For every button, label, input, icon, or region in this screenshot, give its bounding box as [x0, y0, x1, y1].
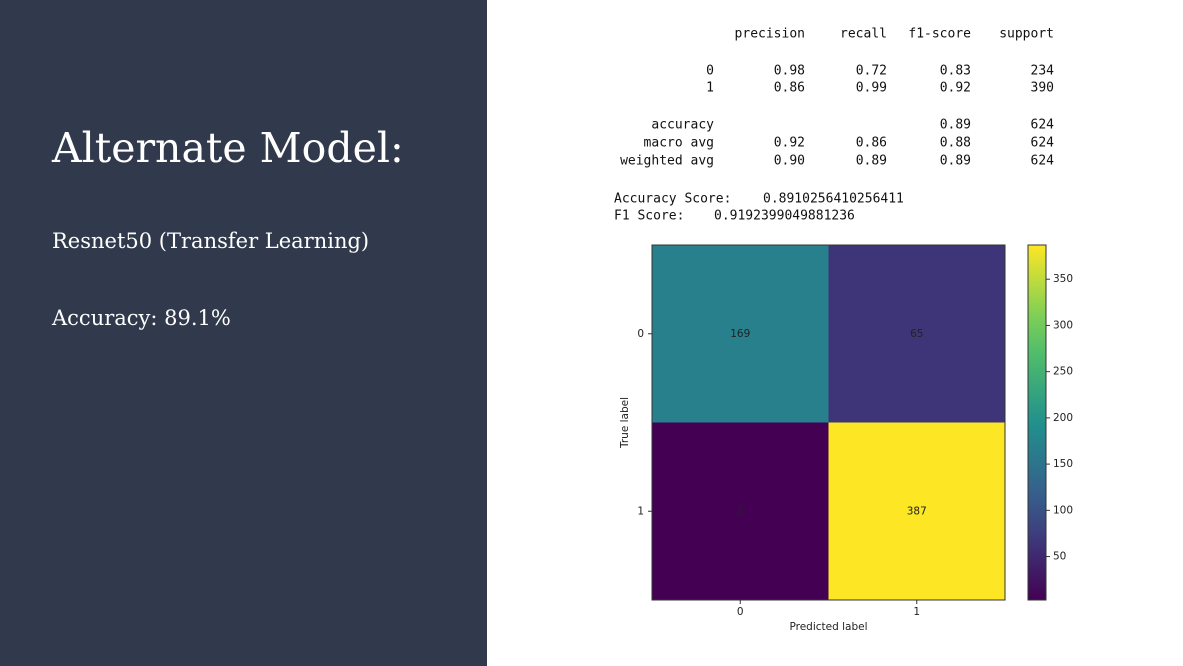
report-cell: 0.83: [940, 64, 971, 79]
report-row-label: macro avg: [644, 136, 714, 151]
report-cell: 0.72: [856, 64, 887, 79]
colorbar-tick-label: 200: [1053, 412, 1073, 424]
score-label: F1 Score:: [614, 209, 684, 224]
report-cell: 0.90: [774, 154, 805, 169]
cell-label: 169: [730, 328, 750, 340]
heatmap-cell: [828, 422, 1005, 600]
y-tick-label: 0: [637, 328, 644, 340]
report-cell: 0.89: [940, 118, 971, 133]
report-cell: 0.92: [940, 81, 971, 96]
colorbar-tick-label: 300: [1053, 319, 1073, 331]
y-tick-label: 1: [637, 505, 644, 517]
x-axis-label: Predicted label: [789, 621, 867, 633]
cell-label: 65: [910, 328, 923, 340]
report-header: f1-score: [908, 27, 971, 42]
results-figure: precision recall f1-score support 0 0.98 0.72 0…: [614, 27, 1073, 634]
report-header: recall: [840, 27, 887, 42]
colorbar-tick-label: 150: [1053, 458, 1073, 470]
cell-label: 387: [907, 505, 927, 517]
report-header: support: [999, 27, 1054, 42]
report-cell: 0.86: [774, 81, 805, 96]
report-row-label: accuracy: [651, 118, 714, 133]
score-label: Accuracy Score:: [614, 192, 731, 207]
colorbar-tick-label: 100: [1053, 504, 1073, 516]
report-cell: 624: [1031, 118, 1055, 133]
report-cell: 234: [1031, 64, 1055, 79]
heatmap-cell: [652, 422, 829, 600]
heatmap-cell: [828, 245, 1005, 423]
left-panel: Alternate Model: Resnet50 (Transfer Lear…: [0, 0, 487, 666]
report-cell: 624: [1031, 136, 1055, 151]
report-cell: 390: [1031, 81, 1054, 96]
report-cell: 0.88: [940, 136, 971, 151]
score-value: 0.9192399049881236: [714, 209, 855, 224]
cell-label: 3: [737, 505, 744, 517]
score-value: 0.8910256410256411: [763, 192, 904, 207]
report-cell: 624: [1031, 154, 1055, 169]
plot-frame: [651, 244, 1006, 601]
report-cell: 0.89: [856, 154, 887, 169]
colorbar-tick-label: 50: [1053, 551, 1066, 563]
report-cell: 0.99: [856, 81, 887, 96]
heatmap-cell: [652, 245, 829, 423]
report-row-label: 0: [706, 64, 714, 79]
accuracy-text: Accuracy: 89.1%: [52, 306, 231, 330]
x-tick-label: 0: [737, 606, 744, 618]
report-header: precision: [735, 27, 805, 42]
y-axis-label: True label: [619, 397, 631, 449]
report-cell: 0.89: [940, 154, 971, 169]
colorbar: [1027, 244, 1047, 601]
colorbar-tick-label: 350: [1053, 273, 1073, 285]
model-name: Resnet50 (Transfer Learning): [52, 229, 370, 253]
report-cell: 0.92: [774, 136, 805, 151]
report-cell: 0.86: [856, 136, 887, 151]
slide-title: Alternate Model:: [52, 124, 404, 172]
report-row-label: 1: [706, 81, 714, 96]
report-cell: 0.98: [774, 64, 805, 79]
colorbar-tick-label: 250: [1053, 366, 1073, 378]
report-row-label: weighted avg: [620, 154, 714, 169]
x-tick-label: 1: [913, 606, 920, 618]
